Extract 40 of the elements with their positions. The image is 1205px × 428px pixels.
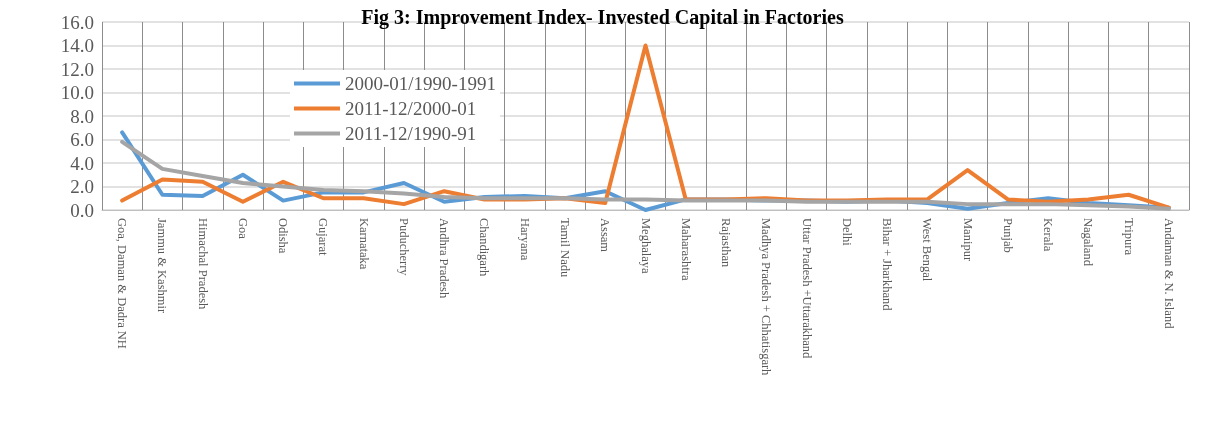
x-tick-label: Karnataka	[356, 218, 371, 270]
y-tick-label: 0.0	[70, 199, 94, 221]
y-tick-label: 2.0	[70, 176, 94, 197]
y-tick-label: 12.0	[60, 58, 94, 80]
x-tick-label: Andaman & N. Island	[1161, 218, 1176, 330]
x-tick-label: Puducherry	[396, 218, 411, 277]
x-tick-label: Kerala	[1041, 218, 1056, 252]
x-tick-label: Assam	[598, 218, 613, 253]
legend-label: 2011-12/1990-91	[345, 123, 477, 144]
x-tick-label: Andhra Pradesh	[437, 218, 452, 299]
x-tick-label: Meghalaya	[638, 218, 653, 274]
x-tick-label: Odisha	[276, 218, 291, 254]
chart-title: Fig 3: Improvement Index- Invested Capital in Factories	[361, 6, 844, 29]
x-tick-label: Goa	[235, 218, 250, 240]
x-tick-label: West Bengal	[920, 218, 935, 282]
y-tick-label: 10.0	[60, 82, 94, 103]
x-tick-label: Tripura	[1121, 218, 1136, 256]
x-tick-label: Madhya Pradesh + Chhatisgarh	[759, 218, 774, 377]
x-tick-label: Himachal Pradesh	[195, 218, 210, 311]
x-tick-label: Tamil Nadu	[557, 218, 572, 278]
x-tick-label: Maharashtra	[678, 218, 693, 281]
y-tick-label: 6.0	[70, 129, 94, 150]
x-tick-label: Haryana	[517, 218, 532, 261]
x-tick-label: Rajasthan	[719, 218, 734, 269]
x-tick-label: Nagaland	[1081, 218, 1096, 267]
y-tick-label: 4.0	[70, 152, 94, 174]
x-tick-label: Gujarat	[316, 218, 331, 257]
legend-label: 2000-01/1990-1991	[345, 73, 496, 94]
x-tick-label: Manipur	[960, 218, 975, 262]
y-tick-label: 16.0	[60, 11, 94, 33]
x-tick-label: Jammu & Kashmir	[155, 218, 170, 314]
y-tick-label: 14.0	[60, 35, 94, 56]
x-tick-label: Punjab	[1000, 218, 1015, 253]
x-tick-label: Uttar Pradesh +Uttarakhand	[799, 218, 814, 360]
x-tick-label: Goa, Daman & Dadra NH	[115, 218, 130, 349]
y-tick-label: 8.0	[70, 105, 94, 127]
legend-label: 2011-12/2000-01	[345, 98, 477, 119]
x-tick-label: Delhi	[839, 218, 854, 247]
x-tick-label: Chandigarh	[477, 218, 492, 278]
x-tick-label: Bihar + Jharkhand	[880, 218, 895, 312]
